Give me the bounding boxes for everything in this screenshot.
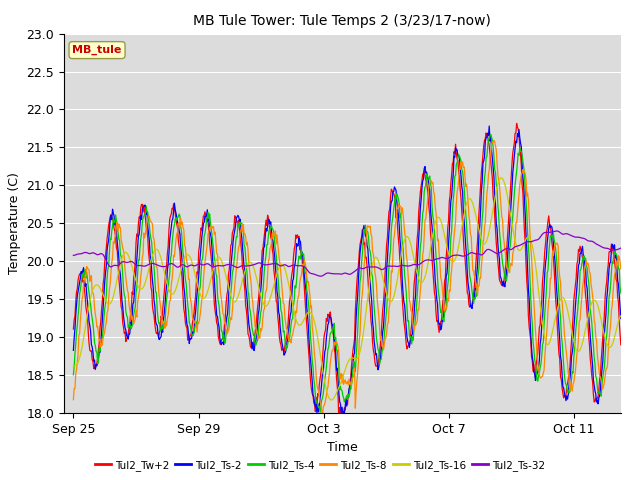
Title: MB Tule Tower: Tule Temps 2 (3/23/17-now): MB Tule Tower: Tule Temps 2 (3/23/17-now…: [193, 14, 492, 28]
Line: Tul2_Ts-8: Tul2_Ts-8: [74, 140, 621, 417]
Line: Tul2_Ts-32: Tul2_Ts-32: [74, 231, 621, 276]
Tul2_Ts-2: [430, 255, 438, 261]
Line: Tul2_Ts-4: Tul2_Ts-4: [74, 134, 621, 412]
Tul2_Ts-32: [564, 231, 572, 237]
Tul2_Ts-32: [553, 228, 561, 234]
Tul2_Tw+2: [204, 216, 211, 222]
Tul2_Ts-4: [430, 217, 438, 223]
Tul2_Tw+2: [243, 308, 250, 313]
Y-axis label: Temperature (C): Temperature (C): [8, 172, 21, 274]
Tul2_Ts-2: [485, 123, 493, 129]
Tul2_Ts-4: [497, 247, 505, 253]
Tul2_Ts-4: [204, 215, 211, 221]
Tul2_Ts-16: [243, 264, 250, 270]
Tul2_Ts-4: [243, 264, 250, 270]
Tul2_Ts-32: [70, 252, 77, 258]
Tul2_Tw+2: [224, 288, 232, 294]
Tul2_Tw+2: [497, 279, 504, 285]
Tul2_Ts-8: [430, 189, 438, 194]
Tul2_Ts-8: [70, 397, 77, 403]
Tul2_Ts-4: [316, 409, 324, 415]
Tul2_Tw+2: [430, 279, 438, 285]
Tul2_Ts-16: [204, 289, 211, 295]
Tul2_Ts-4: [487, 132, 495, 137]
Line: Tul2_Ts-2: Tul2_Ts-2: [74, 126, 621, 413]
Tul2_Ts-2: [70, 348, 77, 353]
Tul2_Ts-2: [564, 391, 572, 397]
Tul2_Ts-8: [204, 241, 211, 247]
Tul2_Ts-2: [497, 275, 505, 281]
Line: Tul2_Ts-16: Tul2_Ts-16: [74, 178, 621, 400]
Line: Tul2_Tw+2: Tul2_Tw+2: [74, 123, 621, 420]
Tul2_Ts-8: [497, 203, 505, 209]
Tul2_Ts-16: [617, 313, 625, 319]
Tul2_Ts-16: [497, 176, 504, 181]
Tul2_Tw+2: [70, 326, 77, 332]
Tul2_Ts-4: [70, 372, 77, 378]
Tul2_Ts-2: [204, 207, 211, 213]
Tul2_Ts-16: [430, 227, 438, 233]
Tul2_Ts-4: [564, 387, 572, 393]
Tul2_Ts-32: [243, 263, 250, 269]
Tul2_Tw+2: [513, 120, 520, 126]
Tul2_Ts-32: [317, 273, 324, 279]
Tul2_Ts-8: [243, 242, 250, 248]
Tul2_Ts-16: [70, 363, 77, 369]
Tul2_Ts-16: [497, 175, 505, 181]
Legend: Tul2_Tw+2, Tul2_Ts-2, Tul2_Ts-4, Tul2_Ts-8, Tul2_Ts-16, Tul2_Ts-32: Tul2_Tw+2, Tul2_Ts-2, Tul2_Ts-4, Tul2_Ts…: [91, 456, 549, 475]
Tul2_Ts-8: [319, 414, 326, 420]
Tul2_Ts-32: [617, 245, 625, 251]
Tul2_Ts-4: [224, 326, 232, 332]
Tul2_Ts-32: [224, 262, 232, 267]
Tul2_Ts-32: [497, 250, 504, 255]
Tul2_Ts-8: [224, 330, 232, 336]
Tul2_Ts-2: [313, 410, 321, 416]
Tul2_Ts-4: [617, 290, 625, 296]
Tul2_Tw+2: [335, 418, 342, 423]
Tul2_Ts-16: [224, 280, 232, 286]
Tul2_Ts-16: [564, 311, 572, 317]
Tul2_Ts-32: [204, 261, 211, 267]
Tul2_Tw+2: [564, 376, 572, 382]
Tul2_Tw+2: [617, 342, 625, 348]
Tul2_Ts-2: [617, 316, 625, 322]
Text: MB_tule: MB_tule: [72, 45, 122, 55]
X-axis label: Time: Time: [327, 441, 358, 454]
Tul2_Ts-2: [243, 289, 250, 295]
Tul2_Ts-32: [430, 257, 438, 263]
Tul2_Ts-8: [617, 266, 625, 272]
Tul2_Ts-2: [224, 310, 232, 316]
Tul2_Ts-8: [564, 371, 572, 377]
Tul2_Ts-16: [327, 397, 335, 403]
Tul2_Ts-8: [490, 137, 498, 143]
